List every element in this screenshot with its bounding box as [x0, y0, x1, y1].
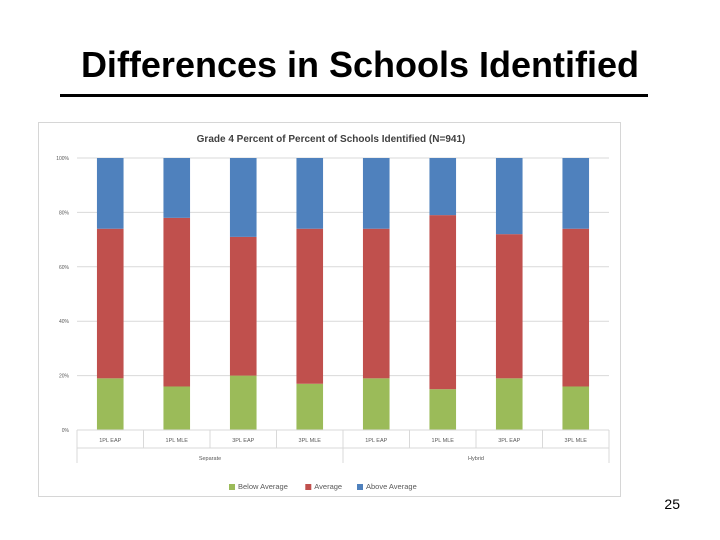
bar-segment-above-average — [163, 158, 191, 218]
legend-swatch — [229, 484, 235, 490]
slide-title: Differences in Schools Identified — [80, 44, 640, 85]
chart-frame: Grade 4 Percent of Percent of Schools Id… — [38, 122, 621, 497]
bar-segment-below-average — [495, 378, 523, 430]
y-tick-label: 80% — [59, 210, 70, 216]
bar-segment-average — [562, 228, 590, 387]
title-underline — [60, 94, 648, 97]
x-group-label: Separate — [199, 456, 221, 462]
stacked-bar-chart: Grade 4 Percent of Percent of Schools Id… — [56, 134, 610, 491]
bar-segment-below-average — [562, 386, 590, 430]
bar-segment-above-average — [362, 158, 390, 229]
legend-label: Above Average — [366, 482, 417, 491]
bar-segment-below-average — [229, 375, 257, 430]
bar-segment-above-average — [495, 158, 523, 235]
y-tick-label: 60% — [59, 265, 70, 271]
bar-segment-average — [296, 228, 324, 384]
y-tick-label: 20% — [59, 374, 70, 380]
bar-segment-average — [362, 228, 390, 379]
bar-segment-below-average — [429, 389, 457, 430]
x-tick-label: 1PL EAP — [99, 438, 121, 444]
bar-segment-below-average — [96, 378, 124, 430]
y-tick-label: 100% — [56, 156, 69, 162]
x-axis-groups: Separate Hybrid — [199, 456, 484, 462]
x-tick-label: 1PL MLE — [166, 438, 189, 444]
page-number: 25 — [664, 496, 680, 512]
x-axis-ticks: 1PL EAP 1PL MLE 3PL EAP 3PL MLE 1PL EAP 1PL M… — [76, 429, 610, 463]
x-tick-label: 3PL EAP — [232, 438, 254, 444]
x-tick-label: 3PL EAP — [498, 438, 520, 444]
bar-segment-above-average — [296, 158, 324, 229]
bar-segment-average — [495, 234, 523, 379]
bar-segment-above-average — [96, 158, 124, 229]
bar-segment-average — [229, 236, 257, 376]
x-tick-label: 1PL EAP — [365, 438, 387, 444]
bar-segment-average — [429, 215, 457, 390]
bar-segment-average — [163, 217, 191, 387]
bar-segment-above-average — [229, 158, 257, 237]
bars — [96, 158, 590, 430]
bar-segment-below-average — [362, 378, 390, 430]
y-axis-ticks: 0% 20% 40% 60% 80% 100% — [56, 156, 69, 434]
legend-swatch — [357, 484, 363, 490]
gridlines — [77, 157, 609, 431]
legend: Below Average Average Above Average — [229, 482, 417, 491]
y-tick-label: 0% — [62, 428, 70, 434]
bar-segment-below-average — [163, 386, 191, 430]
x-tick-label: 3PL MLE — [299, 438, 322, 444]
bar-segment-below-average — [296, 383, 324, 430]
bar-segment-average — [96, 228, 124, 379]
chart-title: Grade 4 Percent of Percent of Schools Id… — [197, 134, 466, 145]
x-tick-label: 3PL MLE — [565, 438, 588, 444]
bar-segment-above-average — [562, 158, 590, 229]
x-group-label: Hybrid — [468, 456, 484, 462]
legend-swatch — [305, 484, 312, 490]
legend-label: Below Average — [238, 482, 288, 491]
legend-label: Average — [314, 482, 342, 491]
x-tick-label: 1PL MLE — [432, 438, 455, 444]
bar-segment-above-average — [429, 158, 457, 216]
y-tick-label: 40% — [59, 319, 70, 325]
